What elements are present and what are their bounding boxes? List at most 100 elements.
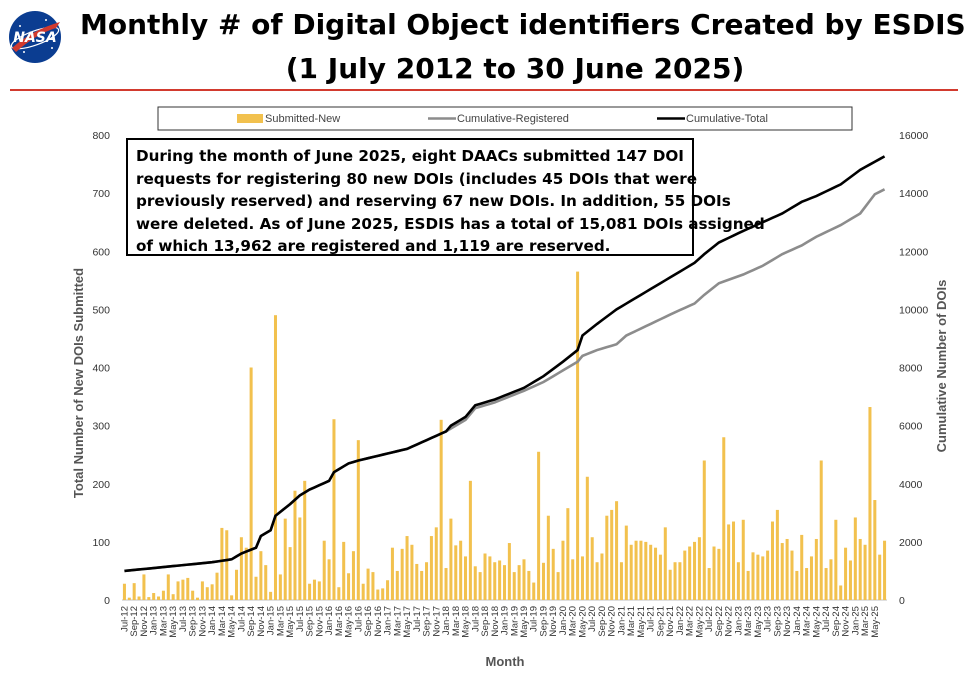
x-tick-label: Mar-23 (743, 606, 754, 636)
y-axis-title: Total Number of New DOIs Submitted (71, 268, 86, 498)
x-tick-label: Nov-18 (490, 606, 501, 637)
submitted-bar (663, 527, 667, 600)
submitted-bar (395, 570, 399, 600)
legend-label-registered: Cumulative-Registered (457, 113, 569, 125)
submitted-bar (386, 580, 390, 600)
submitted-bar (488, 556, 492, 600)
x-tick-label: Nov-13 (197, 606, 208, 637)
submitted-bar (561, 540, 565, 600)
annotation-line: previously reserved) and reserving 67 ne… (136, 192, 731, 211)
x-tick-label: Mar-20 (568, 606, 579, 636)
annotation-box: During the month of June 2025, eight DAA… (126, 138, 765, 256)
x-tick-label: Sep-17 (422, 606, 433, 637)
chart-title: Monthly # of Digital Object identifiers … (80, 8, 966, 41)
x-tick-label: Nov-14 (256, 606, 267, 637)
submitted-bar (848, 560, 852, 600)
x-tick-label: May-15 (285, 606, 296, 638)
submitted-bar (439, 419, 443, 600)
submitted-bar (600, 553, 604, 600)
submitted-bar (532, 582, 536, 600)
x-tick-label: Nov-24 (841, 606, 852, 637)
submitted-bar (722, 437, 726, 600)
submitted-bar (868, 407, 872, 600)
submitted-bar (137, 596, 141, 600)
x-tick-label: May-14 (227, 606, 238, 638)
submitted-bar (473, 566, 477, 600)
annotation-line: requests for registering 80 new DOIs (in… (136, 169, 698, 188)
x-tick-label: Mar-15 (275, 606, 286, 636)
x-tick-label: Sep-24 (831, 606, 842, 637)
doi-chart: 0100200300400500600700800020004000600080… (71, 106, 949, 669)
submitted-bar (580, 556, 584, 600)
submitted-bar (347, 573, 351, 600)
x-axis-title: Month (486, 654, 525, 669)
submitted-bar (498, 560, 502, 600)
submitted-bar (157, 596, 161, 600)
x-tick-label: Jan-21 (616, 606, 627, 635)
x-tick-label: May-18 (461, 606, 472, 638)
x-tick-label: Jul-12 (119, 606, 130, 632)
submitted-bar (576, 271, 580, 600)
submitted-bar (459, 540, 463, 600)
submitted-bar (127, 597, 131, 600)
submitted-bar (420, 570, 424, 600)
x-tick-label: Mar-25 (860, 606, 871, 636)
x-tick-label: Jan-15 (266, 606, 277, 635)
submitted-bar (161, 590, 165, 600)
x-tick-label: Sep-18 (480, 606, 491, 637)
submitted-bar (517, 565, 521, 601)
submitted-bar (405, 536, 409, 600)
submitted-bar (644, 541, 648, 601)
x-tick-label: May-22 (694, 606, 705, 638)
cumulative-total-line (124, 155, 886, 573)
submitted-bar (196, 597, 200, 600)
x-tick-label: May-19 (519, 606, 530, 638)
x-tick-label: Jul-20 (587, 606, 598, 632)
submitted-bar (546, 515, 550, 600)
x-tick-label: Nov-21 (665, 606, 676, 637)
x-tick-label: Sep-20 (597, 606, 608, 637)
submitted-bar (761, 556, 765, 600)
submitted-bar (278, 574, 282, 600)
submitted-bar (235, 569, 239, 600)
submitted-bar (717, 548, 721, 600)
submitted-bar (205, 587, 209, 600)
x-tick-label: Jul-18 (470, 606, 481, 632)
submitted-bar (225, 530, 229, 600)
submitted-bar (429, 536, 433, 600)
y-tick-label: 300 (92, 421, 110, 433)
x-tick-label: Jan-18 (441, 606, 452, 635)
submitted-bar (756, 554, 760, 600)
x-tick-label: Jul-17 (412, 606, 423, 632)
submitted-bar (449, 518, 453, 601)
submitted-bar (741, 519, 745, 600)
y2-tick-label: 8000 (899, 363, 923, 375)
y-tick-label: 500 (92, 304, 110, 316)
submitted-bar (639, 540, 643, 600)
submitted-bar (200, 581, 204, 600)
x-tick-label: Sep-14 (246, 606, 257, 637)
submitted-bar (819, 460, 823, 600)
submitted-bar (790, 550, 794, 600)
submitted-bar (152, 593, 156, 600)
x-tick-label: Jan-14 (207, 606, 218, 635)
submitted-bar (254, 576, 258, 600)
submitted-bar (537, 451, 541, 600)
x-tick-label: May-17 (402, 606, 413, 638)
submitted-bar (654, 547, 658, 600)
y-tick-label: 600 (92, 246, 110, 258)
submitted-bar (595, 562, 599, 600)
x-tick-label: May-23 (753, 606, 764, 638)
x-tick-label: Mar-13 (158, 606, 169, 636)
submitted-bar (337, 587, 341, 600)
x-tick-label: Mar-16 (334, 606, 345, 636)
submitted-bar (844, 547, 848, 600)
submitted-bar (264, 565, 268, 601)
submitted-bar (444, 568, 448, 600)
x-tick-label: Jul-15 (295, 606, 306, 632)
x-tick-label: Jul-16 (353, 606, 364, 632)
x-tick-label: Nov-15 (314, 606, 325, 637)
x-tick-label: Nov-16 (373, 606, 384, 637)
x-tick-label: Jan-22 (675, 606, 686, 635)
submitted-bar (649, 544, 653, 600)
